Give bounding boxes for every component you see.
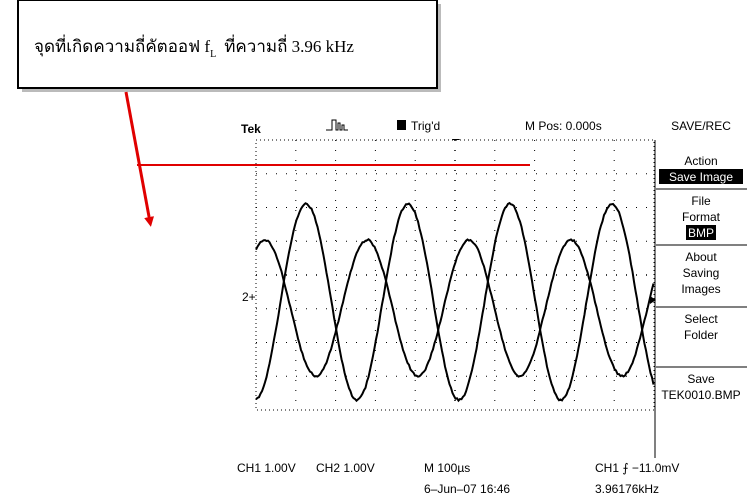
menu-highlight: Save Image	[669, 170, 733, 184]
ch1-scale: CH1 1.00V	[237, 461, 296, 475]
menu-label: Folder	[684, 328, 718, 342]
menu-label: Images	[681, 282, 720, 296]
menu-label: Save	[687, 372, 715, 386]
ch2-scale: CH2 1.00V	[316, 461, 375, 475]
brand: Tek	[241, 122, 261, 136]
annotation-text-start: จุดที่เกิดความถี่คัตออฟ f	[34, 34, 210, 57]
oscilloscope: Tek Trig'd M Pos: 0.000s SAVE/REC 2+ Act…	[137, 119, 747, 496]
annotation-subscript: L	[210, 49, 216, 60]
menu-label: Saving	[683, 266, 720, 280]
menu-title: SAVE/REC	[671, 119, 731, 133]
timebase: M 100µs	[424, 461, 470, 475]
annotation-text-end: ที่ความถี่ 3.96 kHz	[224, 34, 354, 56]
menu: Action Save Image File Format BMP About Saving…	[656, 154, 747, 402]
trigger-level: CH1 ⨍ −11.0mV	[595, 461, 679, 475]
menu-label: File	[691, 194, 711, 208]
menu-label: TEK0010.BMP	[661, 388, 740, 402]
date: 6–Jun–07 16:46	[424, 482, 510, 496]
frequency: 3.96176kHz	[595, 482, 659, 496]
menu-label: Action	[684, 154, 717, 168]
menu-highlight: BMP	[688, 226, 714, 240]
trigger-status: Trig'd	[411, 119, 440, 133]
page: จุดที่เกิดความถี่คัตออฟ fL ที่ความถี่ 3.9…	[0, 0, 747, 501]
channel-marker: 2+	[242, 290, 256, 304]
position: M Pos: 0.000s	[525, 119, 602, 133]
menu-label: About	[685, 250, 717, 264]
trigger-icon	[326, 120, 348, 130]
menu-label: Select	[684, 312, 718, 326]
trigger-box	[397, 120, 406, 130]
annotation-arrow	[126, 92, 150, 222]
menu-label: Format	[682, 210, 721, 224]
